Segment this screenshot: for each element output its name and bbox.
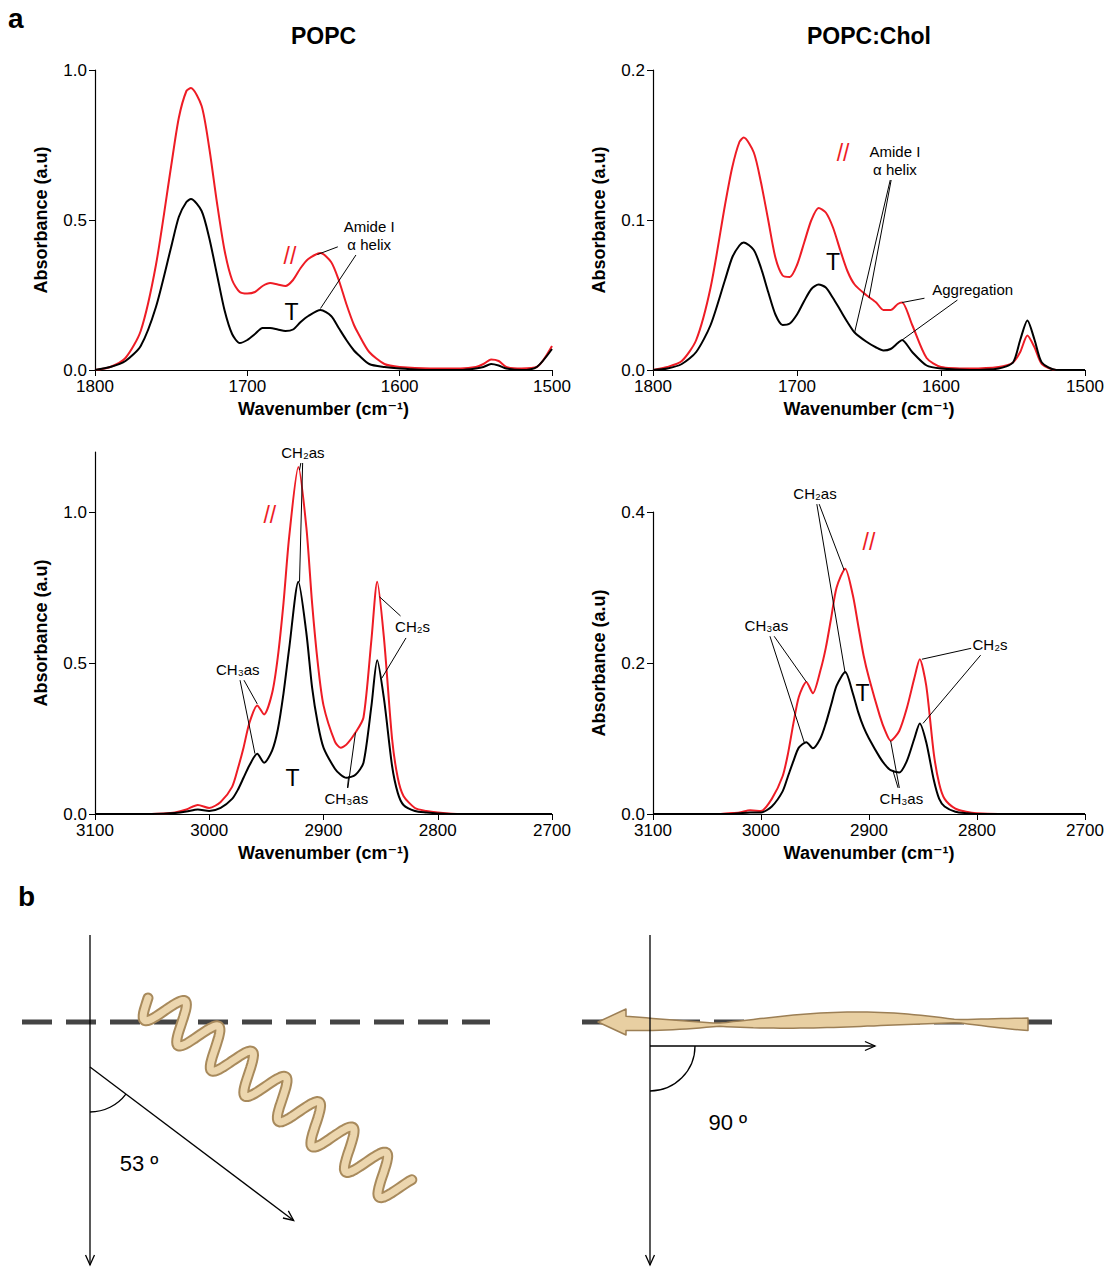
svg-text:CH₃as: CH₃as <box>880 790 924 807</box>
svg-text:0.5: 0.5 <box>63 211 87 230</box>
svg-text:CH₂as: CH₂as <box>281 444 324 461</box>
svg-text:2900: 2900 <box>305 821 343 840</box>
svg-text:Wavenumber (cm⁻¹): Wavenumber (cm⁻¹) <box>238 399 409 419</box>
svg-text:0.4: 0.4 <box>621 503 645 522</box>
svg-text://: // <box>263 502 276 528</box>
svg-text:T: T <box>855 680 869 706</box>
svg-text:0.0: 0.0 <box>63 804 87 824</box>
svg-text:2700: 2700 <box>1066 821 1104 840</box>
svg-text:3000: 3000 <box>190 821 228 840</box>
svg-text:3100: 3100 <box>76 821 114 840</box>
svg-text:POPC:Chol: POPC:Chol <box>807 23 931 49</box>
svg-text:1600: 1600 <box>922 377 960 396</box>
svg-text:1500: 1500 <box>533 377 571 396</box>
svg-text:CH₃as: CH₃as <box>216 661 260 678</box>
svg-text:2800: 2800 <box>958 821 996 840</box>
svg-text:0.0: 0.0 <box>621 804 645 824</box>
svg-text:0.2: 0.2 <box>621 61 645 80</box>
svg-text://: // <box>863 529 876 555</box>
svg-text:α helix: α helix <box>347 236 391 253</box>
svg-text:b: b <box>18 881 35 912</box>
svg-text:Absorbance (a.u): Absorbance (a.u) <box>589 146 609 293</box>
svg-text:Wavenumber (cm⁻¹): Wavenumber (cm⁻¹) <box>784 399 955 419</box>
svg-text:CH₂s: CH₂s <box>972 636 1007 653</box>
svg-text://: // <box>284 243 297 269</box>
svg-text:3000: 3000 <box>742 821 780 840</box>
svg-text:90 º: 90 º <box>708 1110 747 1135</box>
svg-text:T: T <box>826 249 840 275</box>
svg-text:53 º: 53 º <box>120 1151 159 1176</box>
svg-text:Absorbance (a.u): Absorbance (a.u) <box>31 559 51 706</box>
svg-text:POPC: POPC <box>291 23 356 49</box>
svg-text:T: T <box>284 299 298 325</box>
svg-text:2900: 2900 <box>850 821 888 840</box>
svg-text:1800: 1800 <box>76 377 114 396</box>
svg-text:Aggregation: Aggregation <box>932 281 1013 298</box>
svg-text:2700: 2700 <box>533 821 571 840</box>
svg-text:0.5: 0.5 <box>63 654 87 673</box>
svg-text:1700: 1700 <box>778 377 816 396</box>
svg-text:1700: 1700 <box>228 377 266 396</box>
svg-text:T: T <box>286 765 300 791</box>
svg-text:1500: 1500 <box>1066 377 1104 396</box>
svg-text:Amide I: Amide I <box>869 143 920 160</box>
svg-text:CH₃as: CH₃as <box>325 790 369 807</box>
svg-text:Wavenumber (cm⁻¹): Wavenumber (cm⁻¹) <box>784 843 955 863</box>
svg-text:CH₂as: CH₂as <box>793 485 836 502</box>
svg-text:CH₂s: CH₂s <box>395 618 430 635</box>
svg-text:Absorbance (a.u): Absorbance (a.u) <box>589 589 609 736</box>
svg-text:CH₃as: CH₃as <box>745 617 789 634</box>
svg-text:a: a <box>8 3 24 34</box>
svg-text:0.0: 0.0 <box>621 360 645 380</box>
svg-text:0.2: 0.2 <box>621 654 645 673</box>
svg-text:3100: 3100 <box>634 821 672 840</box>
svg-text://: // <box>837 140 850 166</box>
svg-text:0.1: 0.1 <box>621 211 645 230</box>
svg-text:0.0: 0.0 <box>63 360 87 380</box>
svg-text:Absorbance (a.u): Absorbance (a.u) <box>31 146 51 293</box>
svg-text:α helix: α helix <box>873 161 917 178</box>
svg-text:1.0: 1.0 <box>63 61 87 80</box>
svg-text:Amide I: Amide I <box>344 218 395 235</box>
svg-text:1800: 1800 <box>634 377 672 396</box>
svg-text:2800: 2800 <box>419 821 457 840</box>
svg-text:1600: 1600 <box>381 377 419 396</box>
svg-text:Wavenumber (cm⁻¹): Wavenumber (cm⁻¹) <box>238 843 409 863</box>
svg-text:1.0: 1.0 <box>63 503 87 522</box>
